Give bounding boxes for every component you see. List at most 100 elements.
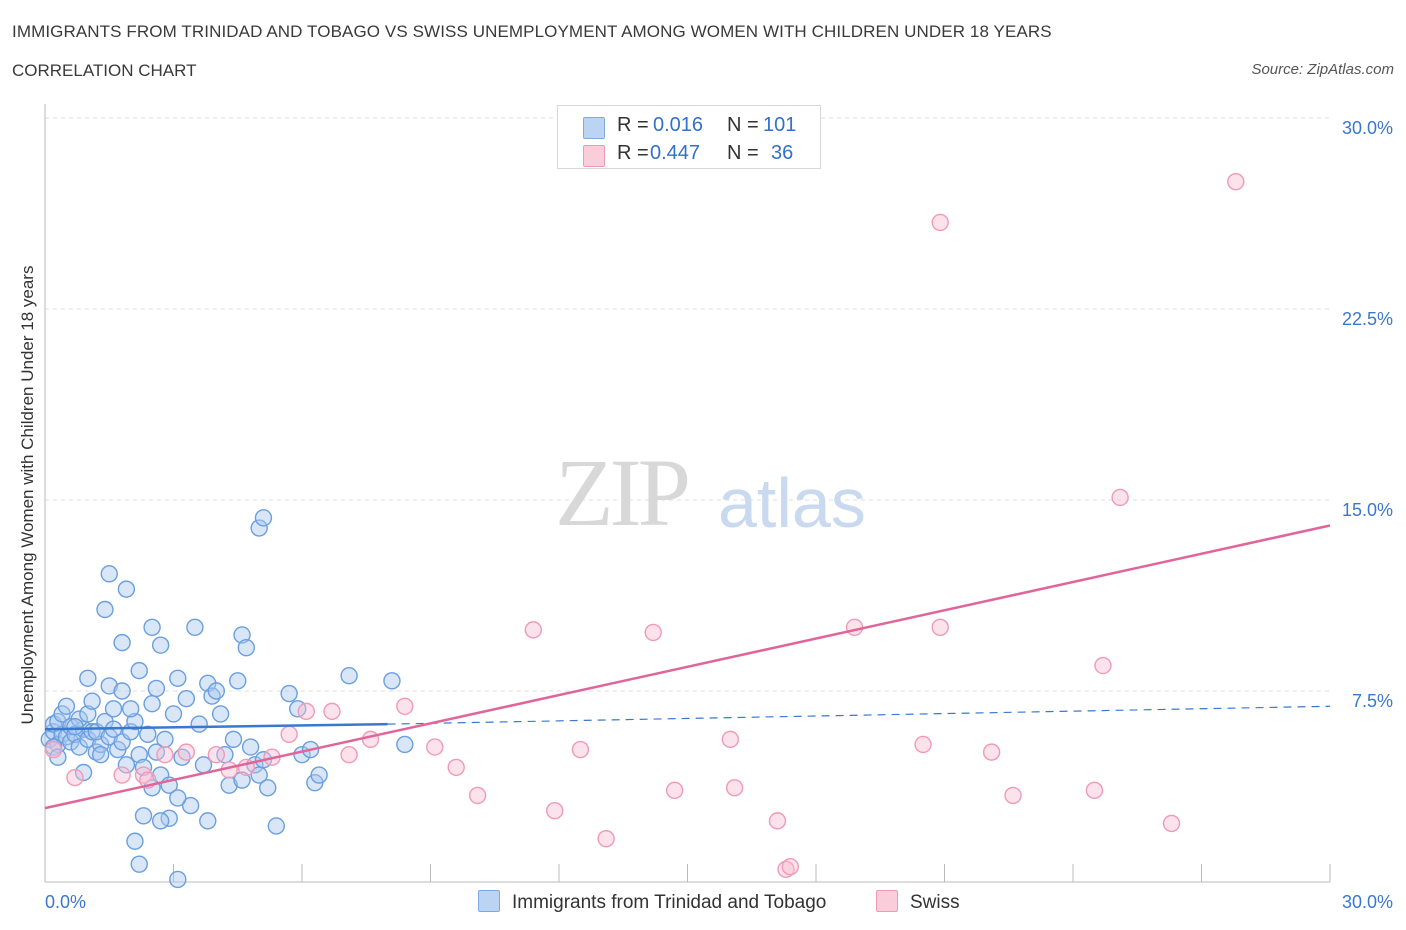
bottom-legend-swatch-blue bbox=[478, 890, 500, 912]
immigrants-point bbox=[117, 756, 136, 774]
immigrants-point bbox=[229, 672, 247, 690]
immigrants-point bbox=[237, 639, 256, 657]
immigrants-point bbox=[207, 682, 226, 700]
immigrants-point bbox=[121, 700, 140, 718]
watermark-zip: ZIP bbox=[555, 439, 688, 546]
immigrants-point bbox=[91, 745, 110, 764]
immigrants-point bbox=[181, 796, 200, 815]
immigrants-point bbox=[233, 626, 251, 644]
immigrants-point bbox=[241, 738, 260, 756]
swiss-point bbox=[768, 812, 787, 830]
swiss-point bbox=[1111, 488, 1129, 507]
swiss-point bbox=[1085, 781, 1104, 800]
immigrants-point bbox=[104, 700, 123, 718]
swiss-point bbox=[1004, 786, 1022, 805]
swiss-point bbox=[297, 702, 315, 721]
swiss-point bbox=[721, 730, 740, 749]
source-label: Source: ZipAtlas.com bbox=[1251, 61, 1394, 78]
swiss-trend-line bbox=[44, 524, 1331, 810]
immigrants-point bbox=[220, 776, 238, 794]
immigrants-point bbox=[310, 766, 328, 784]
bottom-legend-swatch-pink bbox=[876, 890, 898, 912]
y-axis-label: Unemployment Among Women with Children U… bbox=[18, 265, 37, 725]
trend-lines bbox=[44, 524, 1331, 810]
legend-swatch-pink bbox=[583, 145, 605, 167]
immigrants-point bbox=[130, 745, 148, 764]
swiss-point bbox=[361, 730, 380, 749]
immigrants-trend-extension bbox=[387, 705, 1331, 725]
immigrants-point bbox=[66, 717, 84, 736]
swiss-point bbox=[524, 621, 542, 639]
swiss-point bbox=[546, 801, 564, 820]
bottom-legend-immigrants: Immigrants from Trinidad and Tobago bbox=[478, 890, 826, 914]
bottom-legend-swiss: Swiss bbox=[876, 890, 960, 914]
immigrants-point bbox=[126, 712, 144, 731]
swiss-point bbox=[113, 766, 131, 784]
immigrants-point bbox=[100, 677, 118, 695]
immigrants-point bbox=[96, 600, 114, 619]
swiss-point bbox=[44, 740, 63, 759]
legend-r-value: 0.016 bbox=[653, 114, 704, 136]
immigrants-point bbox=[130, 661, 148, 680]
legend-swatch-blue bbox=[583, 117, 605, 139]
immigrants-point bbox=[233, 771, 251, 789]
swiss-point bbox=[426, 738, 444, 756]
x-tick-label: 30.0% bbox=[1342, 892, 1393, 912]
immigrants-point bbox=[143, 695, 161, 713]
swiss-point bbox=[845, 618, 864, 637]
immigrants-point bbox=[57, 697, 76, 715]
swiss-point bbox=[66, 768, 84, 787]
immigrants-point bbox=[259, 779, 277, 797]
swiss-point bbox=[597, 830, 615, 848]
immigrants-point bbox=[169, 789, 187, 807]
swiss-point bbox=[177, 743, 196, 761]
immigrants-point bbox=[211, 705, 230, 723]
immigrants-point bbox=[280, 684, 298, 703]
legend-n-value: 36 bbox=[771, 142, 794, 164]
immigrants-trend-line bbox=[44, 722, 388, 731]
immigrants-point bbox=[143, 618, 161, 637]
y-tick-label: 30.0% bbox=[1342, 118, 1393, 138]
immigrants-point bbox=[190, 715, 208, 733]
tick-labels: 7.5% 15.0% 22.5% 30.0% 0.0% 30.0% bbox=[45, 118, 1393, 912]
correlation-legend: R = 0.016 N = 101 R = 0.447 N = 36 bbox=[557, 105, 821, 169]
immigrants-point bbox=[74, 763, 93, 782]
immigrants-point bbox=[79, 705, 97, 723]
immigrants-point bbox=[340, 667, 358, 685]
watermark-atlas: atlas bbox=[718, 464, 866, 542]
chart-title: IMMIGRANTS FROM TRINIDAD AND TOBAGO VS S… bbox=[12, 22, 1052, 41]
legend-r-value: 0.447 bbox=[650, 142, 701, 164]
series-swiss-points bbox=[44, 172, 1245, 878]
swiss-point bbox=[781, 858, 799, 876]
immigrants-point bbox=[151, 812, 170, 830]
bottom-legend-label: Immigrants from Trinidad and Tobago bbox=[512, 892, 827, 913]
y-tick-label: 15.0% bbox=[1342, 500, 1393, 520]
swiss-point bbox=[982, 743, 1001, 761]
swiss-point bbox=[156, 745, 174, 764]
swiss-point bbox=[665, 781, 684, 800]
y-tick-label: 7.5% bbox=[1352, 691, 1393, 711]
immigrants-point bbox=[267, 817, 285, 835]
swiss-point bbox=[207, 745, 226, 764]
immigrants-point bbox=[156, 730, 174, 749]
series-immigrants-points bbox=[40, 509, 414, 889]
immigrants-point bbox=[147, 679, 166, 698]
swiss-point bbox=[1094, 656, 1112, 675]
swiss-point bbox=[931, 618, 949, 637]
swiss-point bbox=[323, 702, 341, 721]
legend-r-label: R = bbox=[617, 114, 649, 136]
swiss-point bbox=[725, 779, 744, 797]
immigrants-point bbox=[177, 689, 196, 708]
swiss-point bbox=[1227, 172, 1245, 191]
swiss-point bbox=[644, 623, 662, 642]
swiss-point bbox=[1162, 814, 1181, 833]
bottom-legend-label: Swiss bbox=[910, 892, 960, 913]
immigrants-point bbox=[100, 565, 118, 583]
swiss-point bbox=[914, 735, 932, 754]
immigrants-point bbox=[113, 682, 131, 700]
chart-subtitle: CORRELATION CHART bbox=[12, 61, 197, 80]
immigrants-point bbox=[169, 870, 187, 889]
immigrants-point bbox=[151, 636, 170, 654]
immigrants-point bbox=[139, 725, 157, 743]
